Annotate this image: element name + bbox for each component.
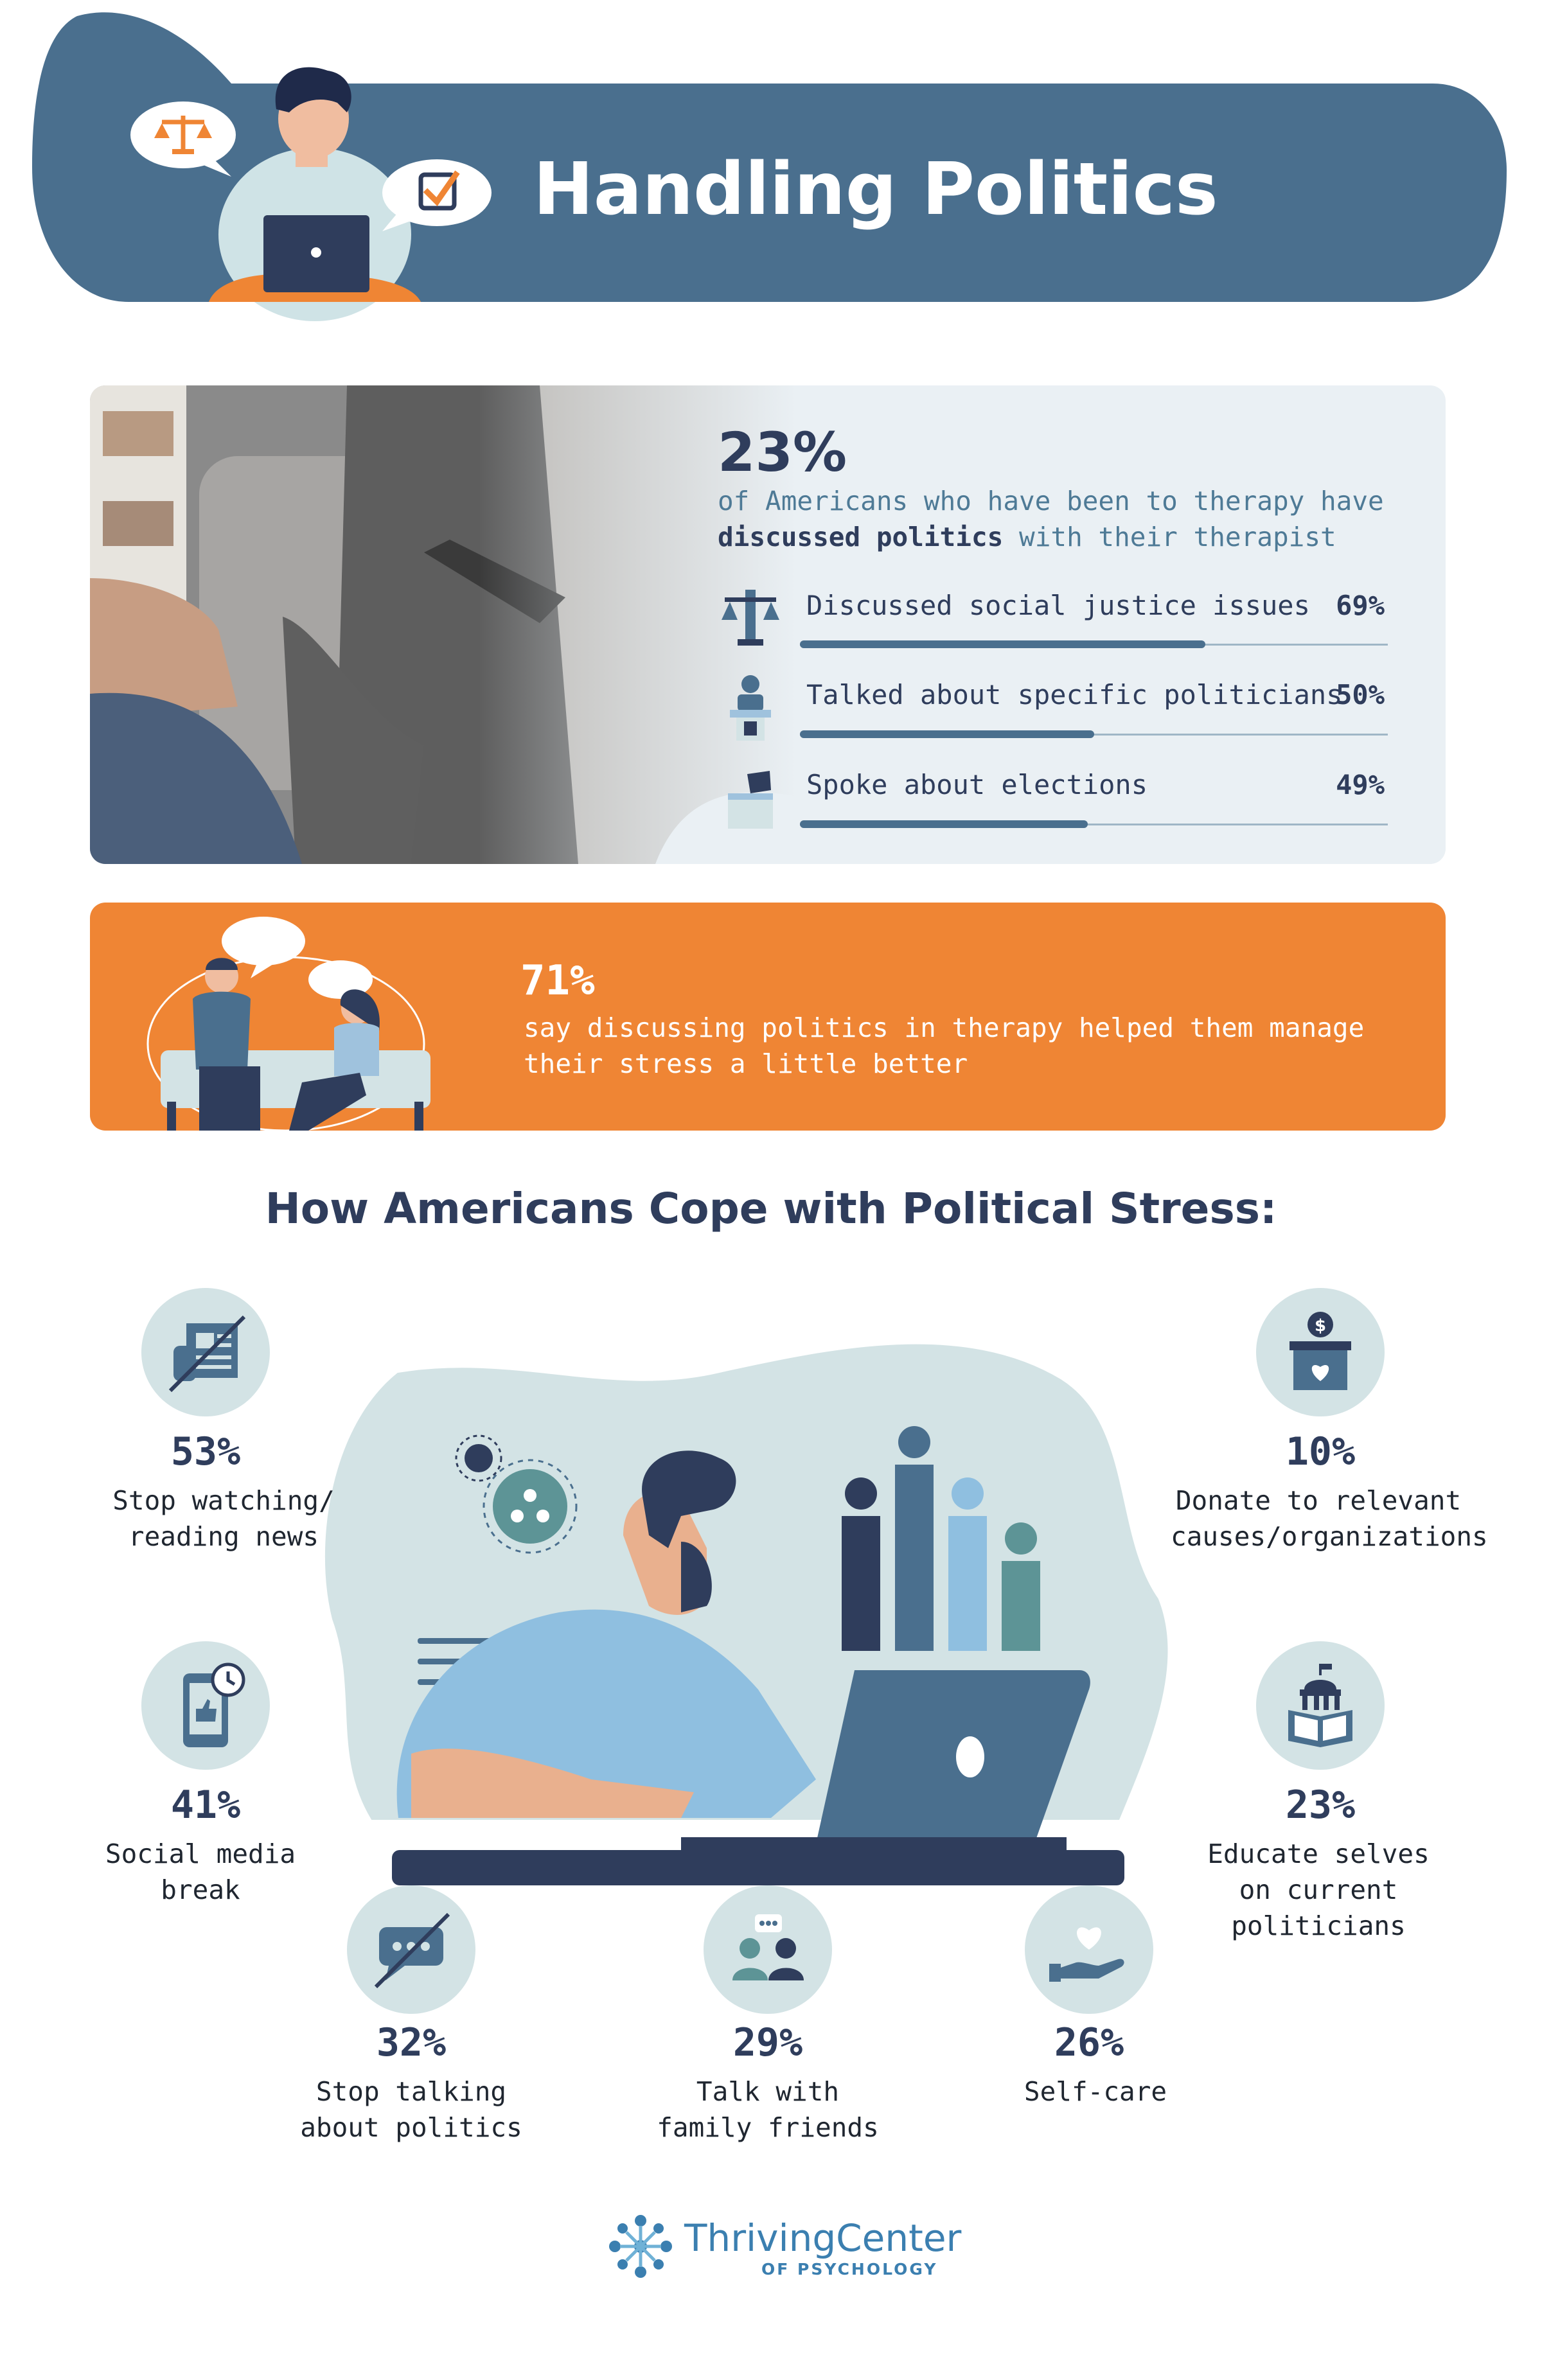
therapy-session-photo	[90, 385, 797, 864]
banner-description: say discussing politics in therapy helpe…	[524, 1012, 1365, 1079]
couple-talking-illustration	[146, 917, 430, 1131]
stat-bar-social-justice	[800, 640, 1388, 648]
cope-label-educate: Educate selves on current politicians	[1207, 1838, 1430, 1941]
stat-value-social-justice: 69%	[1336, 590, 1385, 621]
checkbox-bubble-icon	[382, 159, 492, 231]
stat-bar-politicians	[800, 730, 1388, 738]
people-chat-icon	[732, 1914, 804, 1980]
page-title: Handling Politics	[533, 148, 1218, 231]
stat-label-politicians: Talked about specific politicians	[806, 679, 1343, 710]
stat-value-politicians: 50%	[1336, 679, 1385, 710]
stat-bar-fill-social-justice	[800, 640, 1206, 648]
no-news-icon	[168, 1315, 246, 1393]
cope-percent-news: 53%	[170, 1429, 241, 1474]
cope-icon-circle-educate	[1256, 1641, 1385, 1770]
cope-label-selfcare: Self-care	[1024, 2076, 1167, 2107]
brand-name: ThrivingCenter	[684, 2216, 962, 2260]
cope-label-news: Stop watching/reading news	[112, 1485, 335, 1552]
cope-percent-family: 29%	[732, 2020, 803, 2065]
cope-percent-selfcare: 26%	[1054, 2020, 1124, 2065]
ballot-box-icon	[728, 771, 773, 829]
stat-bar-fill-politicians	[800, 730, 1094, 738]
cope-percent-educate: 23%	[1285, 1783, 1356, 1828]
stat-label-social-justice: Discussed social justice issues	[806, 590, 1310, 621]
cope-percent-talking: 32%	[376, 2020, 447, 2065]
scales-bubble-icon	[130, 101, 236, 177]
donation-box-icon: $	[1289, 1312, 1351, 1390]
man-laptop-illustration	[324, 1344, 1168, 1885]
heart-hand-icon	[1049, 1927, 1124, 1982]
cope-icon-circle-family	[704, 1885, 832, 2014]
therapy-percent: 23%	[718, 421, 847, 484]
stat-bar-fill-elections	[800, 820, 1088, 828]
person-laptop-illustration	[209, 67, 421, 321]
cope-section-title: How Americans Cope with Political Stress…	[265, 1184, 1277, 1233]
cope-label-social: Social media break	[105, 1838, 296, 1905]
stat-label-elections: Spoke about elections	[806, 769, 1148, 800]
cope-percent-donate: 10%	[1285, 1429, 1356, 1474]
no-chat-icon	[374, 1912, 450, 1989]
stat-bar-elections	[800, 820, 1388, 828]
cope-label-talking: Stop talking about politics	[300, 2076, 522, 2143]
scales-icon	[722, 590, 779, 646]
cope-label-donate: Donate to relevant causes/organizations	[1171, 1485, 1488, 1552]
thriving-center-logo-icon	[609, 2215, 672, 2278]
book-capitol-icon	[1288, 1664, 1352, 1747]
header-banner	[32, 12, 1507, 321]
cope-label-family: Talk with family friends	[657, 2076, 879, 2143]
brand-subtitle: OF PSYCHOLOGY	[761, 2260, 938, 2279]
therapy-stats-card	[90, 385, 1446, 864]
politician-podium-icon	[730, 675, 771, 741]
cope-percent-social: 41%	[170, 1783, 241, 1828]
svg-text:$: $	[1315, 1316, 1326, 1335]
stress-banner	[90, 903, 1446, 1131]
therapy-description: of Americans who have been to therapy ha…	[718, 486, 1384, 552]
phone-clock-icon	[183, 1662, 245, 1747]
stat-value-elections: 49%	[1336, 769, 1385, 800]
banner-percent: 71%	[520, 957, 595, 1005]
